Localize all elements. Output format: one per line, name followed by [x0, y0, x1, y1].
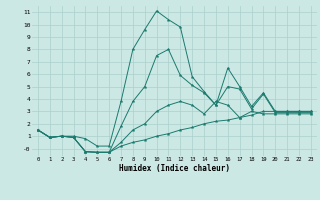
X-axis label: Humidex (Indice chaleur): Humidex (Indice chaleur): [119, 164, 230, 173]
